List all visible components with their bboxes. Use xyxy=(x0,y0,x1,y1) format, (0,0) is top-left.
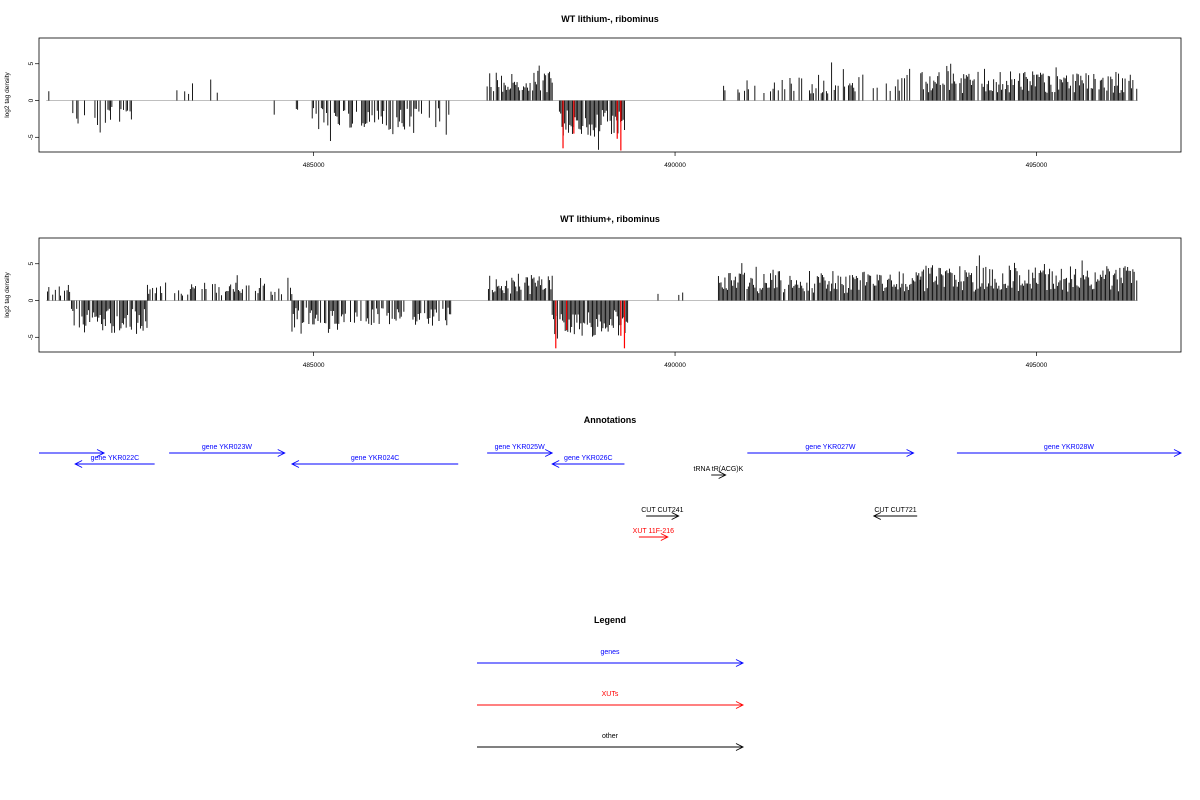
x-tick-label: 485000 xyxy=(303,162,325,169)
y-tick-label: 0 xyxy=(28,98,35,102)
feature-gene: gene YKR024C xyxy=(290,455,459,468)
legend-arrow-head xyxy=(735,659,745,667)
feature-gene: gene YKR023W xyxy=(169,444,286,457)
legend-arrow-head xyxy=(735,743,745,751)
y-tick-label: 5 xyxy=(28,262,35,266)
legend-label: other xyxy=(602,733,619,740)
feature-arrow-head xyxy=(551,460,560,468)
feature-other: tRNA tR(ACG)K xyxy=(694,466,744,479)
legend-item-xut: XUTs xyxy=(477,691,745,709)
x-tick-label: 490000 xyxy=(664,362,686,369)
y-tick-label: 0 xyxy=(28,298,35,302)
legend-label: genes xyxy=(600,649,620,656)
feature-arrow-head xyxy=(96,449,106,457)
feature-label: gene YKR023W xyxy=(202,444,252,451)
x-tick-label: 495000 xyxy=(1026,362,1048,369)
legend-item-gene: genes xyxy=(477,649,745,667)
coverage-plot-lithium-minus: WT lithium-, ribominus log2 tag density 5 0… xyxy=(4,14,1182,169)
feature-label: gene YKR025W xyxy=(495,444,545,451)
legend-label: XUTs xyxy=(602,691,619,698)
feature-other: CUT CUT721 xyxy=(872,507,918,520)
plot-frame xyxy=(38,37,1182,153)
legend-arrow-head xyxy=(735,701,745,709)
x-tick-label: 490000 xyxy=(664,162,686,169)
y-tick-label: -5 xyxy=(28,334,35,340)
feature-label: CUT CUT241 xyxy=(641,507,683,514)
feature-arrow-head xyxy=(718,471,727,479)
plot-frame xyxy=(38,237,1182,353)
feature-arrow-head xyxy=(671,512,680,520)
feature-arrow-head xyxy=(660,533,669,541)
feature-arrow-head xyxy=(290,460,300,468)
feature-xut: XUT 11F-216 xyxy=(633,528,674,541)
y-axis-label: log2 tag density xyxy=(4,71,11,117)
feature-arrow-head xyxy=(1173,449,1183,457)
legend-title: Legend xyxy=(594,615,626,625)
annotations-title: Annotations xyxy=(584,415,637,425)
y-tick-label: 5 xyxy=(28,62,35,66)
feature-arrow-head xyxy=(872,512,882,520)
annotations-track: Annotations gene YKR022C gene YKR023W gene… xyxy=(39,415,1183,541)
x-tick-label: 495000 xyxy=(1026,162,1048,169)
feature-label: CUT CUT721 xyxy=(874,507,916,514)
feature-label: gene YKR027W xyxy=(805,444,855,451)
coverage-plot-lithium-plus: WT lithium+, ribominus log2 tag density 5 0… xyxy=(4,214,1182,369)
feature-other: CUT CUT241 xyxy=(641,507,684,520)
coverage-bars xyxy=(48,62,1138,150)
feature-arrow-head xyxy=(906,449,915,457)
feature-arrow-head xyxy=(74,460,83,468)
feature-label: gene YKR022C xyxy=(91,455,140,462)
legend-item-other: other xyxy=(477,733,745,751)
feature-gene: gene YKR025W xyxy=(487,444,554,457)
feature-gene: gene YKR028W xyxy=(956,444,1183,457)
feature-label: tRNA tR(ACG)K xyxy=(694,466,744,473)
feature-gene: gene YKR027W xyxy=(747,444,915,457)
feature-gene xyxy=(39,449,106,457)
feature-arrow-head xyxy=(277,449,286,457)
feature-arrow-head xyxy=(544,449,554,457)
plot-title-lithium-plus: WT lithium+, ribominus xyxy=(560,214,660,224)
y-axis-label: log2 tag density xyxy=(4,271,11,317)
x-tick-label: 485000 xyxy=(303,362,325,369)
feature-label: gene YKR024C xyxy=(351,455,400,462)
feature-gene: gene YKR026C xyxy=(551,455,625,468)
y-tick-label: -5 xyxy=(28,134,35,140)
feature-label: XUT 11F-216 xyxy=(633,528,674,535)
feature-label: gene YKR026C xyxy=(564,455,613,462)
legend: Legend genes XUTs other xyxy=(477,615,745,751)
feature-gene: gene YKR022C xyxy=(74,455,155,468)
feature-label: gene YKR028W xyxy=(1044,444,1094,451)
coverage-bars xyxy=(47,255,1138,339)
plot-title-lithium-minus: WT lithium-, ribominus xyxy=(561,14,659,24)
